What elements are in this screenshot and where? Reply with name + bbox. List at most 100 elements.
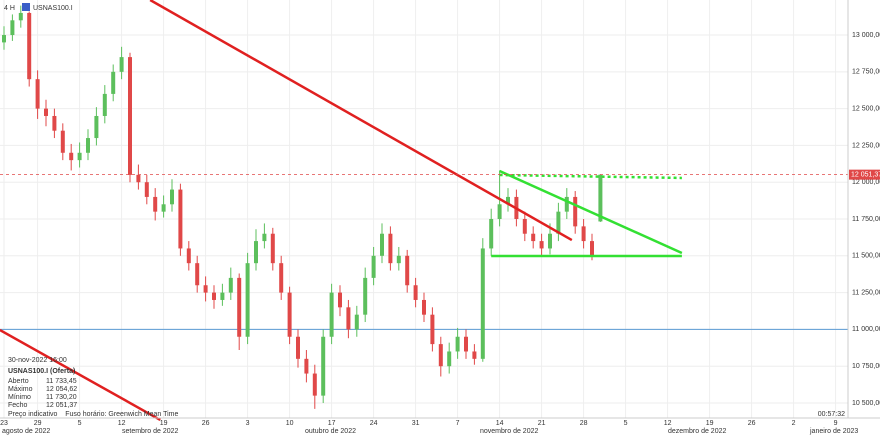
info-instrument: USNAS100.I (Oferta): [8, 368, 75, 375]
y-tick-label: 11 000,00: [852, 326, 880, 333]
candle-body: [522, 219, 527, 234]
y-tick-label: 10 500,00: [852, 400, 880, 407]
candle-body: [581, 226, 586, 242]
x-tick-label: 12: [118, 420, 126, 427]
clock: 00:57:32: [818, 411, 845, 418]
x-tick-label: 5: [78, 420, 82, 427]
x-tick-label: 2: [792, 420, 796, 427]
candle-body: [10, 20, 15, 36]
candle-body: [447, 351, 452, 367]
candle-body: [598, 174, 603, 222]
candle-body: [77, 152, 82, 161]
candle-body: [506, 196, 510, 205]
x-tick-label: 5: [624, 420, 628, 427]
info-value: 12 054,62: [46, 386, 77, 393]
footer: Preço indicativo Fuso horário: Greenwich…: [8, 411, 179, 418]
info-label: Mínimo: [8, 394, 31, 401]
x-tick-label: 31: [412, 420, 420, 427]
candle-body: [329, 292, 334, 337]
x-tick-label: 7: [456, 420, 460, 427]
candle-body: [296, 336, 300, 359]
candle-body: [128, 57, 132, 175]
candle-body: [220, 292, 225, 300]
candle-body: [18, 12, 23, 21]
candle-body: [489, 219, 494, 249]
candle-body: [405, 255, 410, 286]
info-value: 11 733,45: [46, 378, 77, 385]
last-price-label: 12 051,37: [851, 171, 880, 178]
candle-body: [136, 174, 141, 183]
candle-body: [119, 57, 124, 72]
candle-body: [27, 12, 32, 80]
y-tick-label: 11 500,00: [852, 253, 880, 260]
month-label: dezembro de 2022: [668, 428, 726, 435]
candle-body: [455, 336, 460, 352]
trend-line: [149, 0, 573, 242]
candle-body: [178, 189, 183, 249]
y-tick-label: 10 750,00: [852, 363, 880, 370]
info-label: Máximo: [8, 386, 33, 393]
candle-body: [497, 204, 502, 220]
y-tick-label: 12 750,00: [852, 69, 880, 76]
candle-body: [548, 233, 552, 249]
info-date: 30-nov-2022 16:00: [8, 357, 67, 364]
y-tick-label: 11 750,00: [852, 216, 880, 223]
candle-body: [60, 130, 65, 153]
candle-body: [69, 152, 74, 161]
candle-body: [186, 248, 191, 264]
x-tick-label: 29: [34, 420, 42, 427]
x-tick-label: 10: [286, 420, 294, 427]
candle-body: [212, 292, 216, 300]
info-box: 30-nov-2022 16:00 USNAS100.I (Oferta) Ab…: [8, 357, 179, 418]
candle-body: [413, 285, 418, 300]
info-label: Aberto: [8, 378, 29, 385]
candle-body: [279, 263, 284, 293]
candle-body: [228, 277, 233, 293]
candle-body: [371, 255, 376, 278]
y-tick-label: 12 250,00: [852, 142, 880, 149]
candle-body: [153, 196, 158, 212]
candle-body: [338, 292, 342, 308]
x-tick-label: 9: [834, 420, 838, 427]
candle-body: [287, 292, 292, 337]
candle-body: [203, 285, 208, 293]
candle-body: [245, 263, 250, 337]
x-tick-label: 3: [246, 420, 250, 427]
candle-body: [321, 336, 326, 396]
candle-body: [86, 138, 90, 153]
candle-body: [195, 263, 200, 286]
candle-body: [144, 182, 149, 197]
candle-body: [472, 351, 477, 359]
candle-body: [170, 189, 174, 205]
candle-body: [254, 241, 258, 264]
candle-body: [35, 79, 40, 109]
timeframe: 4 H: [4, 5, 15, 12]
candle-body: [237, 277, 242, 337]
candle-body: [480, 248, 485, 359]
trend-line: [499, 173, 682, 180]
x-tick-label: 19: [160, 420, 168, 427]
candle-body: [564, 196, 569, 212]
candle-body: [464, 336, 468, 352]
candle-body: [52, 115, 57, 131]
candle-body: [102, 93, 107, 116]
info-value: 11 730,20: [46, 394, 77, 401]
candle-body: [430, 314, 435, 345]
x-tick-label: 28: [580, 420, 588, 427]
candle-body: [380, 233, 384, 256]
candle-body: [539, 241, 544, 249]
candle-body: [556, 211, 561, 234]
trend-line: [0, 328, 161, 422]
x-tick-label: 24: [370, 420, 378, 427]
candle-body: [573, 196, 578, 227]
candle-body: [363, 277, 368, 315]
y-tick-label: 12 000,00: [852, 179, 880, 186]
x-tick-label: 12: [664, 420, 672, 427]
candle-body: [590, 241, 594, 256]
x-tick-label: 26: [202, 420, 210, 427]
candle-body: [531, 233, 536, 242]
x-tick-label: 14: [496, 420, 504, 427]
candle-body: [111, 71, 116, 94]
x-tick-label: 19: [706, 420, 714, 427]
